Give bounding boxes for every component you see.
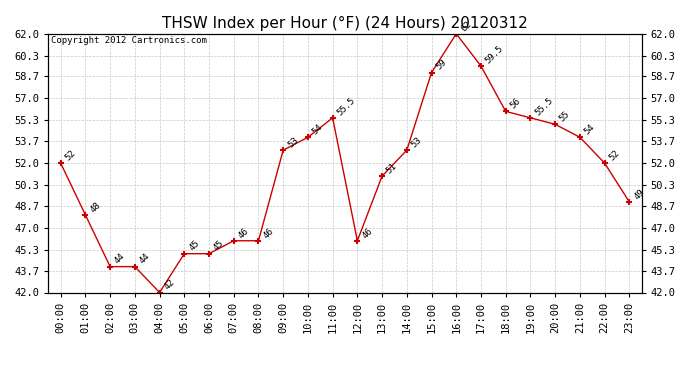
Text: 59: 59 (434, 58, 448, 72)
Title: THSW Index per Hour (°F) (24 Hours) 20120312: THSW Index per Hour (°F) (24 Hours) 2012… (162, 16, 528, 31)
Text: 44: 44 (113, 252, 127, 266)
Text: 53: 53 (286, 135, 300, 149)
Text: 49: 49 (632, 187, 646, 201)
Text: 56: 56 (509, 97, 522, 111)
Text: 54: 54 (582, 123, 597, 136)
Text: 46: 46 (360, 226, 374, 240)
Text: 45: 45 (212, 239, 226, 253)
Text: 55.5: 55.5 (335, 96, 357, 117)
Text: 45: 45 (187, 239, 201, 253)
Text: 52: 52 (607, 148, 622, 162)
Text: 55: 55 (558, 110, 572, 123)
Text: 62: 62 (459, 19, 473, 33)
Text: 42: 42 (162, 278, 177, 292)
Text: 48: 48 (88, 200, 102, 214)
Text: 53: 53 (410, 135, 424, 149)
Text: 52: 52 (63, 148, 77, 162)
Text: Copyright 2012 Cartronics.com: Copyright 2012 Cartronics.com (51, 36, 207, 45)
Text: 55.5: 55.5 (533, 96, 555, 117)
Text: 46: 46 (262, 226, 275, 240)
Text: 46: 46 (237, 226, 250, 240)
Text: 54: 54 (310, 123, 325, 136)
Text: 59.5: 59.5 (484, 44, 505, 65)
Text: 44: 44 (137, 252, 152, 266)
Text: 51: 51 (385, 161, 399, 175)
